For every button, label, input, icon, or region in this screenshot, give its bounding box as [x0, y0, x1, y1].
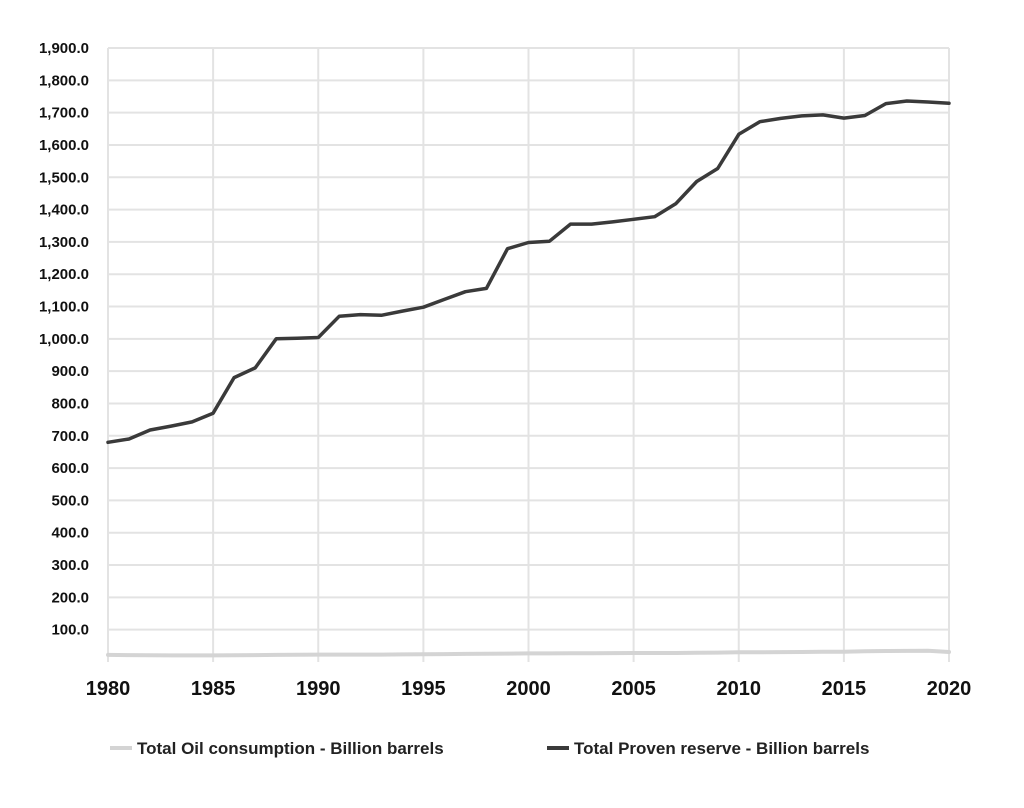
y-tick-label: 200.0	[51, 589, 89, 606]
y-tick-label: 900.0	[51, 363, 89, 380]
y-axis: 100.0 200.0 300.0 400.0 500.0 600.0 700.0 800.0…	[39, 40, 89, 639]
y-tick-label: 1,400.0	[39, 202, 89, 219]
x-tick-label: 2000	[506, 678, 551, 700]
y-tick-label: 500.0	[51, 492, 89, 509]
x-tick-label: 2005	[611, 678, 656, 700]
y-tick-label: 1,200.0	[39, 266, 89, 283]
y-tick-label: 1,900.0	[39, 40, 89, 57]
y-tick-label: 1,700.0	[39, 105, 89, 122]
series-line-oil-consumption	[106, 648, 951, 658]
y-tick-label: 1,500.0	[39, 169, 89, 186]
x-tick-label: 1985	[191, 678, 236, 700]
y-tick-label: 700.0	[51, 428, 89, 445]
x-tick-label: 1980	[86, 678, 131, 700]
x-tick-label: 2015	[822, 678, 867, 700]
y-tick-label: 1,800.0	[39, 72, 89, 89]
y-tick-label: 100.0	[51, 622, 89, 639]
y-tick-label: 1,300.0	[39, 234, 89, 251]
legend-label: Total Proven reserve - Billion barrels	[574, 739, 869, 758]
legend: Total Oil consumption - Billion barrels T…	[110, 739, 869, 758]
legend-label: Total Oil consumption - Billion barrels	[137, 739, 444, 758]
grid-lines	[107, 47, 950, 662]
y-tick-label: 800.0	[51, 395, 89, 412]
x-tick-label: 2020	[927, 678, 972, 700]
y-tick-label: 1,000.0	[39, 331, 89, 348]
series-line-proven-reserve	[106, 99, 951, 445]
x-tick-label: 2010	[717, 678, 762, 700]
y-tick-label: 300.0	[51, 557, 89, 574]
y-tick-label: 600.0	[51, 460, 89, 477]
x-tick-label: 1995	[401, 678, 446, 700]
y-tick-label: 400.0	[51, 525, 89, 542]
series-lines	[106, 99, 951, 658]
y-tick-label: 1,100.0	[39, 299, 89, 316]
x-axis: 1980 1985 1990 1995 2000 2005 2010 2015 2020	[86, 678, 972, 700]
x-tick-label: 1990	[296, 678, 341, 700]
y-tick-label: 1,600.0	[39, 137, 89, 154]
